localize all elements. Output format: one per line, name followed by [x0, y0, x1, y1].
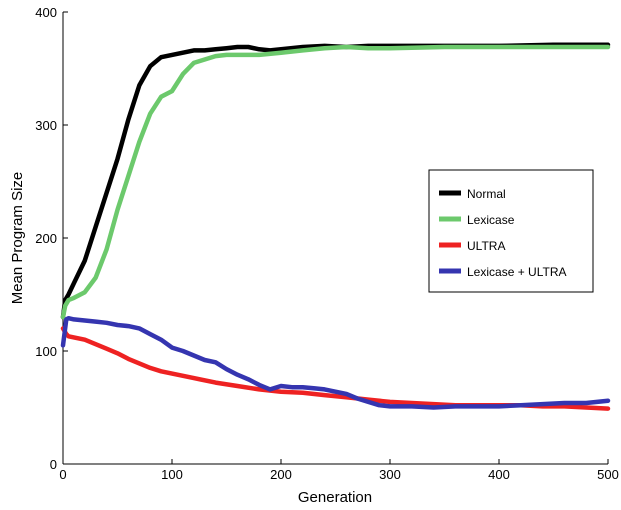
legend-label-lexicase: Lexicase [467, 213, 515, 227]
x-tick-label: 200 [270, 467, 292, 482]
x-axis-title: Generation [298, 489, 372, 506]
ticks: 0 100 200 300 400 500 0 100 200 300 400 [35, 5, 619, 482]
y-tick-label: 0 [50, 457, 57, 472]
legend-label-normal: Normal [467, 187, 506, 201]
x-tick-label: 100 [161, 467, 183, 482]
legend-label-lexicase-ultra: Lexicase + ULTRA [467, 265, 567, 279]
x-tick-label: 0 [59, 467, 66, 482]
y-tick-label: 300 [35, 118, 57, 133]
x-tick-label: 400 [488, 467, 510, 482]
x-tick-label: 500 [597, 467, 619, 482]
series-line-lexicase-ultra [60, 315, 611, 410]
series-line-ultra [60, 326, 611, 411]
y-tick-label: 200 [35, 231, 57, 246]
legend-label-ultra: ULTRA [467, 239, 505, 253]
series-layer [60, 42, 611, 411]
series-line-lexicase [60, 44, 611, 320]
y-axis-title: Mean Program Size [9, 172, 26, 305]
legend: Normal Lexicase ULTRA Lexicase + ULTRA [428, 169, 594, 293]
y-tick-label: 400 [35, 5, 57, 20]
y-tick-label: 100 [35, 344, 57, 359]
x-tick-label: 300 [379, 467, 401, 482]
